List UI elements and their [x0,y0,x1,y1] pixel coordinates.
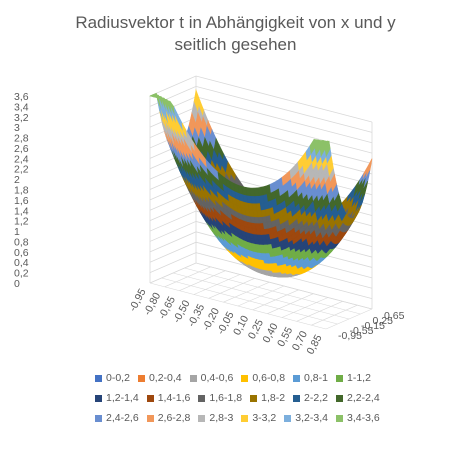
legend-item: 0-0,2 [95,372,130,384]
legend-item: 3,4-3,6 [335,412,380,424]
legend-swatch [146,394,154,402]
legend-swatch [189,374,197,382]
floor-gridline [195,262,373,310]
legend-swatch [241,414,249,422]
legend-item: 0,4-0,6 [189,372,234,384]
z-tick-label: 0,6 [14,247,29,259]
legend-swatch [95,394,102,402]
floor-gridline [161,277,338,325]
legend-swatch [335,374,343,382]
legend-item: 0,8-1 [293,372,328,384]
legend-swatch [95,374,102,382]
z-tick-label: 1,4 [14,205,29,217]
legend-item: 1,6-1,8 [198,392,242,404]
z-tick-label: 1 [14,226,20,238]
legend-swatch [198,394,206,402]
legend-swatch [293,394,301,402]
chart-title-line-2: seitlich gesehen [174,35,297,54]
legend-label: 2,2-2,4 [346,392,380,404]
floor-gridline [149,282,327,330]
legend-item: 3,2-3,4 [284,412,328,424]
legend-item: 1,8-2 [250,392,285,404]
legend-label: 1,4-1,6 [157,392,191,404]
legend-label: 0,2-0,4 [148,372,182,384]
legend: 0-0,2 0,2-0,4 0,4-0,6 0,6-0,8 0,8-1 1-1,2 1,2-… [95,368,425,428]
legend-item: 1-1,2 [335,372,371,384]
y-tick-label: -0,95 [338,330,362,342]
legend-item: 2,4-2,6 [95,412,139,424]
legend-row: 1,2-1,4 1,4-1,6 1,6-1,8 1,8-2 2-2,2 2,2-2,4 [95,388,425,408]
legend-label: 2,6-2,8 [157,412,191,424]
legend-swatch [137,374,145,382]
legend-swatch [250,394,258,402]
y-tick-label: -0,55 [350,325,374,337]
legend-swatch [293,374,301,382]
chart-title-line-1: Radiusvektor t in Abhängigkeit von x und… [75,13,396,32]
z-tick-label: 0,4 [14,257,29,269]
legend-label: 0,6-0,8 [252,372,286,384]
z-tick-label: 1,8 [14,185,29,197]
legend-swatch [241,374,249,382]
z-tick-label: 0,8 [14,236,29,248]
legend-label: 1,8-2 [261,392,286,404]
legend-swatch [198,414,206,422]
legend-label: 2,4-2,6 [106,412,139,424]
legend-label: 1,6-1,8 [209,392,243,404]
z-gridline [149,75,373,123]
legend-swatch [146,414,154,422]
legend-item: 0,6-0,8 [241,372,285,384]
z-tick-label: 1,6 [14,195,29,207]
legend-label: 1-1,2 [346,372,371,384]
floor-gridline [172,272,350,320]
legend-swatch [335,394,343,402]
legend-swatch [335,414,343,422]
legend-item: 3-3,2 [241,412,276,424]
surface-patch [321,140,328,143]
legend-label: 3,4-3,6 [346,412,380,424]
floor-gridline [184,267,361,315]
legend-label: 0-0,2 [106,372,130,384]
legend-item: 2,6-2,8 [146,412,191,424]
legend-swatch [95,414,102,422]
z-tick-label: 3,6 [14,91,29,103]
z-tick-label: 3,4 [14,101,29,113]
y-tick-label: 0,65 [384,310,405,322]
z-tick-label: 3,2 [14,112,29,124]
legend-item: 1,2-1,4 [95,392,139,404]
legend-label: 3-3,2 [252,412,277,424]
legend-item: 2-2,2 [293,392,328,404]
z-tick-label: 2,4 [14,153,29,165]
legend-item: 0,2-0,4 [137,372,182,384]
z-tick-label: 3 [14,122,20,134]
legend-row: 2,4-2,6 2,6-2,8 2,8-3 3-3,2 3,2-3,4 3,4-3,6 [95,408,425,428]
legend-label: 1,2-1,4 [106,392,139,404]
z-tick-label: 0 [14,278,20,290]
legend-label: 0,8-1 [304,372,328,384]
z-tick-label: 2,2 [14,164,29,176]
legend-item: 2,2-2,4 [335,392,380,404]
legend-swatch [284,414,292,422]
legend-label: 0,4-0,6 [200,372,234,384]
legend-label: 2-2,2 [304,392,328,404]
z-tick-label: 2,8 [14,133,29,145]
legend-item: 1,4-1,6 [146,392,191,404]
legend-item: 2,8-3 [198,412,233,424]
y-tick-label: 0,25 [373,315,394,327]
chart-title: Radiusvektor t in Abhängigkeit von x und… [0,12,471,56]
legend-label: 3,2-3,4 [295,412,328,424]
z-tick-label: 2 [14,174,20,186]
legend-label: 2,8-3 [209,412,234,424]
y-tick-label: -0,15 [361,320,385,332]
legend-row: 0-0,2 0,2-0,4 0,4-0,6 0,6-0,8 0,8-1 1-1,2 [95,368,425,388]
z-tick-label: 1,2 [14,216,29,228]
surface [149,88,373,278]
z-tick-label: 2,6 [14,143,29,155]
z-tick-label: 0,2 [14,268,29,280]
